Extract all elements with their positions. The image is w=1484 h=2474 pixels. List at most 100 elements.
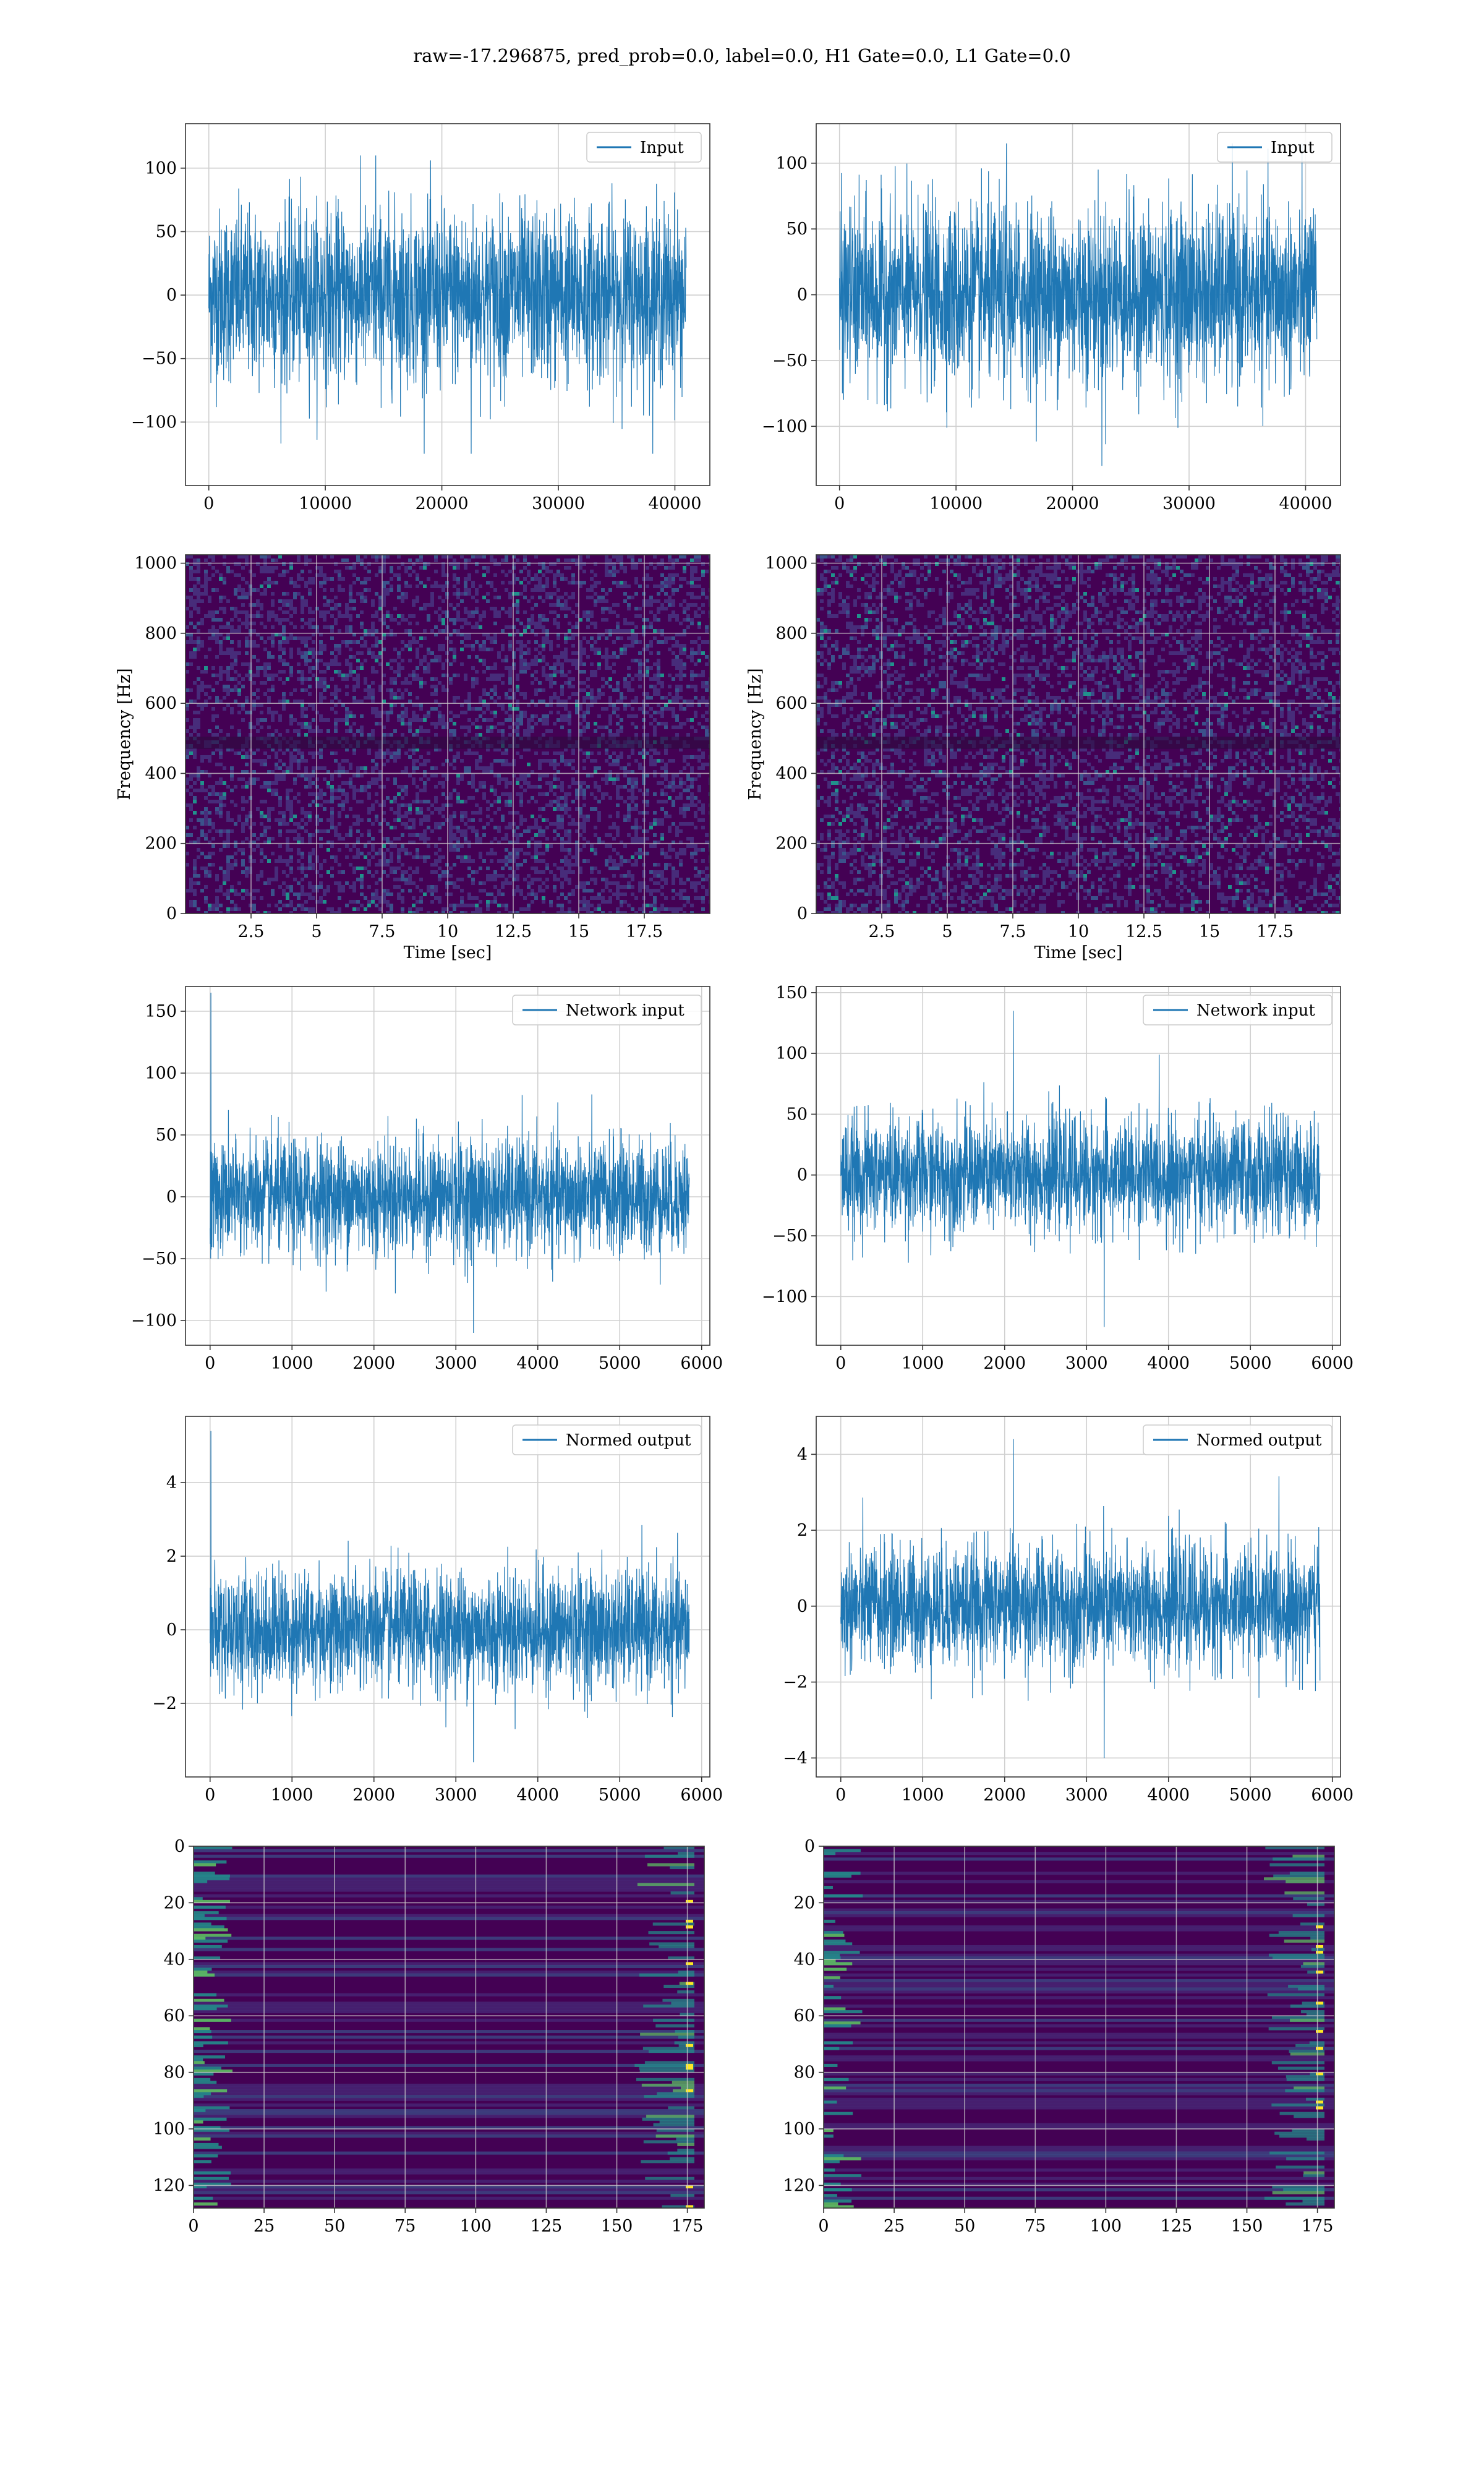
y-tick-label: 1000: [765, 554, 808, 573]
y-tick-label: −100: [762, 417, 808, 436]
y-tick-label: 150: [775, 983, 808, 1003]
x-tick-label: 0: [203, 494, 214, 513]
y-tick-label: 0: [166, 1620, 177, 1640]
y-tick-label: 0: [797, 1166, 808, 1185]
y-tick-label: −50: [142, 1249, 177, 1269]
y-tick-label: −2: [152, 1694, 177, 1713]
y-tick-label: 150: [145, 1002, 177, 1021]
x-tick-label: 1000: [271, 1786, 313, 1805]
spectrogram-l1-plot-area: [816, 555, 1341, 914]
x-tick-label: 150: [1231, 2217, 1263, 2236]
x-axis-label: Time [sec]: [1034, 943, 1123, 962]
y-tick-label: 100: [775, 1044, 808, 1063]
x-tick-label: 25: [884, 2217, 905, 2236]
x-tick-label: 0: [834, 494, 845, 513]
spectrogram-h1-panel: 2.5 5 7.5 10 12.5 15 17.5 0 200 400 600 800 1000 Time…: [115, 554, 710, 962]
y-tick-label: 60: [164, 2006, 185, 2026]
input-h1-frame: [185, 123, 710, 486]
x-tick-label: 0: [835, 1354, 846, 1373]
y-tick-label: 100: [775, 154, 808, 173]
x-tick-label: 1000: [271, 1354, 313, 1373]
x-tick-label: 30000: [532, 494, 585, 513]
feature-map-l1-panel: 0 25 50 75 100 125 150 175 0 20 40 60 80 100 120: [783, 1837, 1335, 2236]
x-tick-label: 40000: [1279, 494, 1333, 513]
x-tick-label: 4000: [516, 1354, 559, 1373]
y-tick-label: 40: [164, 1950, 185, 1969]
x-tick-label: 10: [1068, 922, 1089, 941]
y-tick-label: 100: [145, 159, 177, 178]
x-tick-label: 6000: [1311, 1786, 1354, 1805]
x-tick-label: 17.5: [626, 922, 663, 941]
legend-label: Normed output: [1196, 1431, 1322, 1450]
y-tick-label: −4: [783, 1748, 808, 1768]
x-tick-label: 0: [818, 2217, 829, 2236]
normed-output-l1-panel: Normed output 0 1000 2000 3000 4000 5000 6000 −4…: [783, 1416, 1354, 1805]
y-tick-label: 1000: [134, 554, 177, 573]
feature-map-h1-panel: 0 25 50 75 100 125 150 175 0 20 40 60 80 100 120: [153, 1837, 705, 2236]
x-tick-label: 20000: [416, 494, 469, 513]
y-tick-label: 4: [797, 1445, 808, 1464]
x-tick-label: 10: [437, 922, 458, 941]
x-tick-label: 7.5: [1000, 922, 1026, 941]
x-axis-label: Time [sec]: [404, 943, 492, 962]
legend-label: Input: [1271, 139, 1315, 157]
y-tick-label: 100: [783, 2120, 815, 2139]
x-tick-label: 6000: [1311, 1354, 1354, 1373]
x-tick-label: 10000: [299, 494, 352, 513]
x-tick-label: 17.5: [1256, 922, 1294, 941]
x-tick-label: 3000: [1065, 1786, 1108, 1805]
x-tick-label: 3000: [435, 1354, 477, 1373]
x-tick-label: 15: [1199, 922, 1220, 941]
network-input-h1-legend: Network input: [512, 995, 702, 1025]
input-h1-legend: Input: [586, 132, 702, 163]
y-tick-label: 800: [145, 624, 177, 643]
y-tick-label: −100: [131, 413, 177, 432]
network-input-l1-series-line: [840, 1011, 1321, 1327]
x-tick-label: 5000: [599, 1786, 641, 1805]
x-tick-label: 2000: [352, 1354, 395, 1373]
y-tick-label: −50: [772, 351, 808, 370]
y-tick-label: 120: [783, 2176, 815, 2195]
x-tick-label: 25: [254, 2217, 275, 2236]
input-h1-series-line: [208, 155, 687, 454]
x-tick-label: 75: [1025, 2217, 1046, 2236]
y-tick-label: 0: [797, 286, 808, 305]
legend-label: Network input: [1196, 1001, 1315, 1020]
normed-output-l1-frame: [816, 1416, 1341, 1778]
x-tick-label: 12.5: [1125, 922, 1162, 941]
x-tick-label: 5000: [1229, 1786, 1272, 1805]
y-axis-label: Frequency [Hz]: [746, 668, 765, 800]
input-l1-series-line: [839, 143, 1318, 466]
y-tick-label: −50: [772, 1226, 808, 1246]
x-tick-label: 5000: [599, 1354, 641, 1373]
y-tick-label: 0: [166, 286, 177, 305]
x-tick-label: 3000: [1065, 1354, 1108, 1373]
normed-output-h1-frame: [185, 1416, 710, 1778]
spectrogram-h1-plot-area: [186, 555, 710, 914]
x-tick-label: 2000: [352, 1786, 395, 1805]
normed-output-l1-series-line: [840, 1439, 1321, 1758]
x-tick-label: 20000: [1046, 494, 1099, 513]
network-input-l1-frame: [816, 986, 1341, 1346]
input-h1-panel: Input 0 10000 20000 30000 40000 −100 −50 0 50 100: [131, 123, 710, 513]
y-tick-label: 80: [164, 2063, 185, 2082]
x-tick-label: 6000: [680, 1354, 723, 1373]
y-tick-label: 0: [166, 1188, 177, 1207]
y-tick-label: −100: [762, 1287, 808, 1306]
x-tick-label: 10000: [929, 494, 983, 513]
y-tick-label: 400: [775, 764, 808, 783]
x-tick-label: 30000: [1162, 494, 1216, 513]
y-tick-label: 400: [145, 764, 177, 783]
y-tick-label: 40: [794, 1950, 815, 1969]
x-tick-label: 40000: [649, 494, 702, 513]
legend-label: Input: [640, 139, 684, 157]
feature-map-h1-frame: [193, 1846, 705, 2209]
feature-map-h1-plot-area: [194, 1846, 704, 2208]
y-tick-label: 0: [804, 1837, 815, 1856]
y-tick-label: 600: [775, 694, 808, 713]
y-tick-label: 20: [794, 1893, 815, 1912]
x-tick-label: 100: [1090, 2217, 1122, 2236]
x-tick-label: 175: [1302, 2217, 1334, 2236]
y-tick-label: 50: [787, 1105, 808, 1124]
